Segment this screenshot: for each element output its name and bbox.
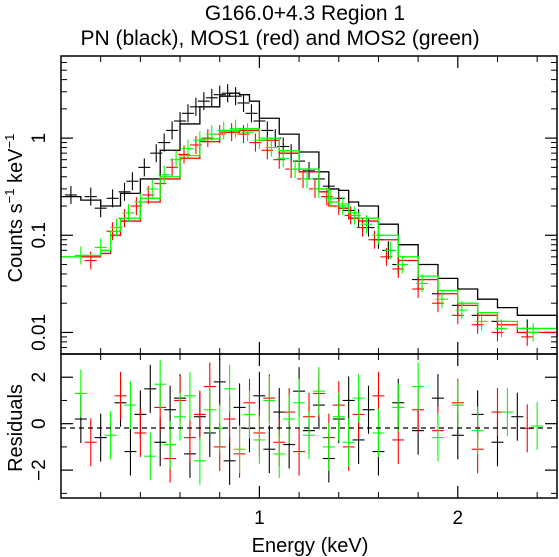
y-axis-label-top: Counts s−1 keV−1 <box>2 134 27 283</box>
model-step-line <box>61 128 558 333</box>
x-axis-label: Energy (keV) <box>252 535 369 557</box>
chart-subtitle: PN (black), MOS1 (red) and MOS2 (green) <box>80 27 479 50</box>
residual-series-layer <box>74 357 544 485</box>
y-tick-label: 0 <box>29 418 50 429</box>
x-tick-label: 1 <box>254 508 265 529</box>
y-axis-label-bottom: Residuals <box>5 384 27 472</box>
y-tick-label: 1 <box>29 133 50 144</box>
x-tick-label: 2 <box>453 508 464 529</box>
model-step-line <box>61 92 558 329</box>
y-tick-label: −2 <box>29 459 50 481</box>
spectrum-frame <box>60 55 558 355</box>
y-tick-label: 2 <box>29 372 50 383</box>
residual-frame <box>60 353 558 499</box>
y-tick-label: 0.01 <box>29 314 50 351</box>
spectrum-series-layer <box>61 84 558 346</box>
top-axis-ticks: 0.01 0.1 1 <box>29 55 557 354</box>
y-tick-label: 0.1 <box>29 222 50 248</box>
chart-title: G166.0+4.3 Region 1 <box>205 2 405 25</box>
